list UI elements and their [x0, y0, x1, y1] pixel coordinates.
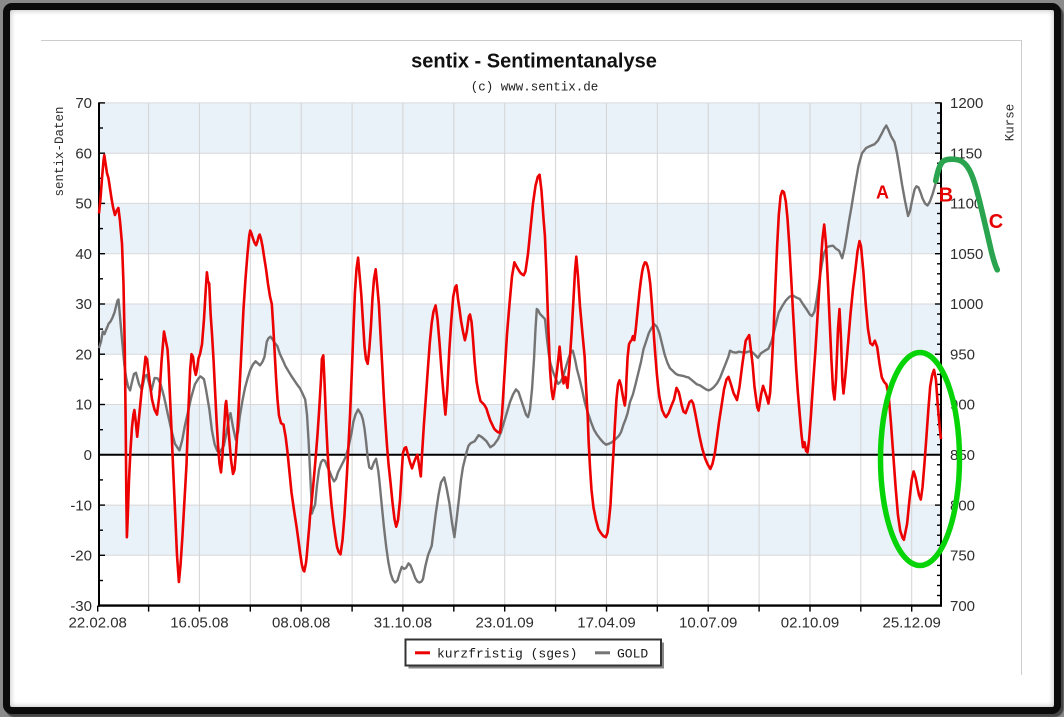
svg-text:50: 50 — [75, 196, 92, 213]
svg-text:23.01.09: 23.01.09 — [476, 615, 534, 632]
svg-text:25.12.09: 25.12.09 — [883, 615, 941, 632]
svg-text:750: 750 — [950, 548, 975, 565]
svg-text:kurzfristig (sges): kurzfristig (sges) — [437, 647, 577, 662]
svg-text:950: 950 — [950, 346, 975, 363]
svg-text:22.02.08: 22.02.08 — [69, 615, 127, 632]
svg-text:sentix-Daten: sentix-Daten — [53, 106, 67, 196]
svg-text:1000: 1000 — [950, 296, 983, 313]
svg-text:Kurse: Kurse — [1004, 104, 1018, 142]
svg-text:02.10.09: 02.10.09 — [781, 615, 839, 632]
svg-text:-30: -30 — [70, 598, 92, 615]
svg-text:16.05.08: 16.05.08 — [170, 615, 228, 632]
svg-text:08.08.08: 08.08.08 — [272, 615, 330, 632]
svg-text:60: 60 — [75, 145, 92, 162]
svg-text:1100: 1100 — [950, 196, 982, 213]
svg-text:10: 10 — [75, 397, 92, 414]
svg-text:0: 0 — [84, 447, 92, 464]
svg-text:31.10.08: 31.10.08 — [374, 615, 432, 632]
svg-text:10.07.09: 10.07.09 — [679, 615, 737, 632]
svg-text:1200: 1200 — [950, 95, 983, 112]
svg-text:A: A — [876, 183, 889, 203]
svg-text:sentix - Sentimentanalyse: sentix - Sentimentanalyse — [411, 51, 657, 73]
svg-text:17.04.09: 17.04.09 — [577, 615, 635, 632]
svg-text:20: 20 — [75, 346, 92, 363]
svg-text:(c) www.sentix.de: (c) www.sentix.de — [471, 81, 599, 95]
svg-text:40: 40 — [75, 246, 92, 263]
svg-text:850: 850 — [950, 447, 975, 464]
svg-text:-20: -20 — [70, 548, 92, 565]
svg-text:GOLD: GOLD — [617, 647, 648, 662]
svg-text:B: B — [939, 185, 953, 207]
svg-text:-10: -10 — [70, 497, 92, 514]
svg-text:30: 30 — [75, 296, 92, 313]
svg-text:1050: 1050 — [950, 246, 983, 263]
svg-text:C: C — [989, 211, 1003, 233]
svg-text:70: 70 — [75, 95, 92, 112]
svg-text:700: 700 — [950, 598, 975, 615]
